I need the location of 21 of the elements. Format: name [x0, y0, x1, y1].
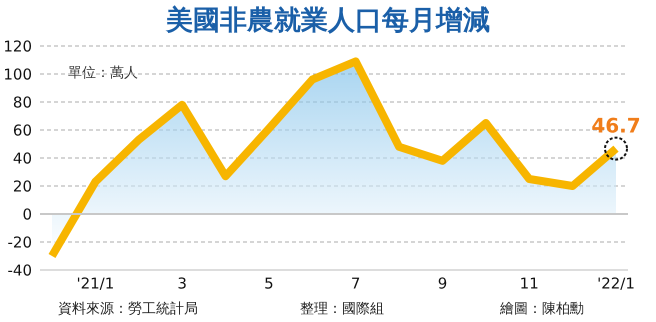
x-tick-label: '22/1 — [597, 274, 635, 293]
y-tick-label: 80 — [12, 93, 32, 112]
y-tick-label: 20 — [12, 177, 32, 196]
x-tick-label: 9 — [438, 274, 448, 293]
x-tick-label: 3 — [177, 274, 187, 293]
chart-title: 美國非農就業人口每月增減 — [164, 4, 491, 38]
y-tick-label: 40 — [12, 149, 32, 168]
data-label: 46.7 — [591, 114, 641, 138]
y-tick-label: 120 — [3, 37, 32, 56]
y-tick-label: -20 — [8, 233, 32, 252]
text: 整理：國際組 — [300, 300, 384, 318]
source-note: 資料來源：勞工統計局 — [58, 300, 198, 318]
y-tick-label: -40 — [8, 261, 32, 280]
y-tick-label: 0 — [22, 205, 32, 224]
text: 繪圖：陳柏勳 — [500, 300, 584, 318]
y-tick-label: 60 — [12, 121, 32, 140]
x-tick-label: 11 — [520, 274, 539, 293]
x-tick-label: 7 — [350, 274, 360, 293]
x-tick-label: '21/1 — [76, 274, 114, 293]
x-tick-label: 5 — [264, 274, 274, 293]
y-tick-label: 100 — [3, 65, 32, 84]
